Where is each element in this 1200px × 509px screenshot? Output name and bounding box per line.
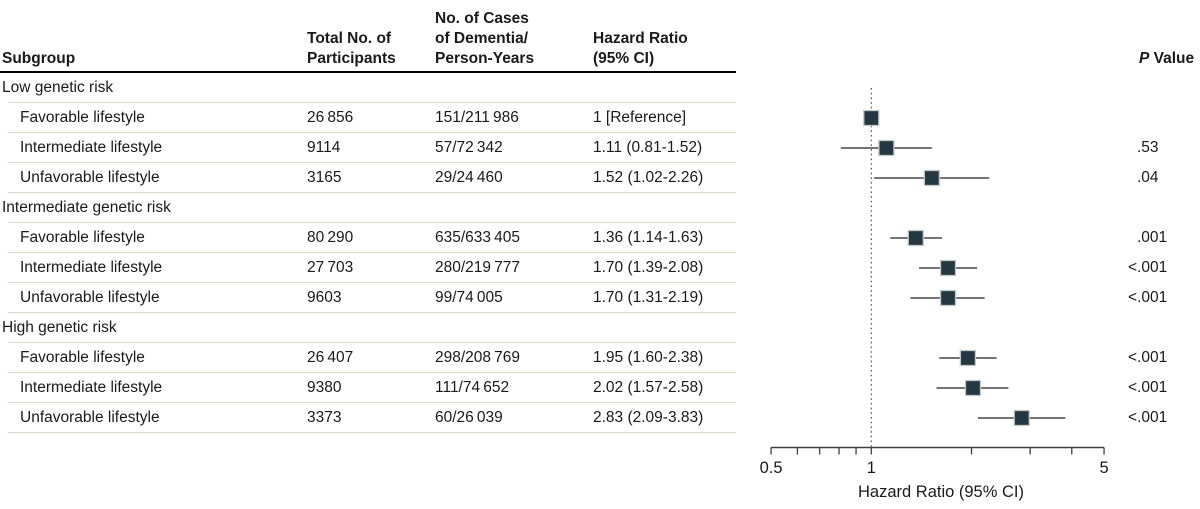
hazard-ratio-value: 1.36 (1.14-1.63) xyxy=(593,229,704,246)
hr-marker xyxy=(878,139,895,157)
participants-value: 9114 xyxy=(307,139,341,156)
p-value: <.001 xyxy=(1128,259,1168,276)
group-row-label: Intermediate genetic risk xyxy=(2,199,171,216)
cases-person-years-value: 60/26 039 xyxy=(435,409,503,426)
hazard-ratio-value: 1.11 (0.81-1.52) xyxy=(593,139,703,156)
participants-value: 9380 xyxy=(307,379,342,396)
p-value-rest: Value xyxy=(1149,50,1195,67)
subgroup-row-label: Favorable lifestyle xyxy=(20,349,145,366)
column-header-participants: Total No. of Participants xyxy=(307,30,396,67)
p-value-italic-p: P xyxy=(1139,50,1150,67)
p-value: .04 xyxy=(1137,169,1159,186)
row-divider xyxy=(8,402,736,403)
row-divider xyxy=(8,132,736,133)
p-value: <.001 xyxy=(1128,349,1168,366)
hr-marker xyxy=(907,229,924,247)
row-divider xyxy=(8,162,736,163)
hr-marker xyxy=(923,169,941,187)
participants-value: 26 856 xyxy=(307,109,354,126)
p-value: <.001 xyxy=(1128,289,1168,306)
hr-marker xyxy=(959,349,977,367)
hazard-ratio-value: 1 [Reference] xyxy=(593,109,687,126)
cases-person-years-value: 111/74 652 xyxy=(435,379,510,396)
x-tick-label: 5 xyxy=(1099,459,1108,477)
column-header-cases: No. of Cases of Dementia/ Person-Years xyxy=(435,10,535,67)
column-header-p-value: P Value xyxy=(1139,49,1194,69)
subgroup-row-label: Intermediate lifestyle xyxy=(20,379,163,396)
group-row-label: High genetic risk xyxy=(2,319,117,336)
subgroup-row-label: Unfavorable lifestyle xyxy=(20,169,160,186)
hr-marker xyxy=(863,109,880,127)
header-rule xyxy=(0,70,736,73)
column-header-hazard-ratio: Hazard Ratio (95% CI) xyxy=(593,30,688,67)
hazard-ratio-value: 1.70 (1.31-2.19) xyxy=(593,289,704,306)
p-value: <.001 xyxy=(1128,409,1168,426)
participants-value: 3373 xyxy=(307,409,342,426)
hazard-ratio-value: 1.70 (1.39-2.08) xyxy=(593,259,704,276)
x-tick-label: 1 xyxy=(867,459,876,477)
cases-person-years-value: 280/219 777 xyxy=(435,259,520,276)
row-divider xyxy=(8,102,736,103)
subgroup-row-label: Intermediate lifestyle xyxy=(20,139,163,156)
p-value: .001 xyxy=(1137,229,1168,246)
x-axis-title: Hazard Ratio (95% CI) xyxy=(858,483,1024,501)
hazard-ratio-value: 1.52 (1.02-2.26) xyxy=(593,169,704,186)
row-divider xyxy=(8,342,736,343)
row-divider xyxy=(8,432,736,433)
cases-person-years-value: 99/74 005 xyxy=(435,289,503,306)
column-header-subgroup: Subgroup xyxy=(2,50,76,67)
group-row-label: Low genetic risk xyxy=(2,79,114,96)
hr-marker xyxy=(964,379,982,397)
subgroup-row-label: Intermediate lifestyle xyxy=(20,259,163,276)
subgroup-row-label: Favorable lifestyle xyxy=(20,109,145,126)
p-value: .53 xyxy=(1137,139,1159,156)
subgroup-row-label: Unfavorable lifestyle xyxy=(20,289,160,306)
cases-person-years-value: 57/72 342 xyxy=(435,139,503,156)
cases-person-years-value: 298/208 769 xyxy=(435,349,520,366)
participants-value: 27 703 xyxy=(307,259,354,276)
participants-value: 9603 xyxy=(307,289,342,306)
x-tick-label: 0.5 xyxy=(760,459,783,477)
hr-marker xyxy=(939,289,957,307)
participants-value: 26 407 xyxy=(307,349,354,366)
hazard-ratio-value: 2.02 (1.57-2.58) xyxy=(593,379,704,396)
cases-person-years-value: 635/633 405 xyxy=(435,229,520,246)
participants-value: 3165 xyxy=(307,169,342,186)
row-divider xyxy=(8,372,736,373)
participants-value: 80 290 xyxy=(307,229,354,246)
hr-marker xyxy=(939,259,957,277)
hazard-ratio-value: 2.83 (2.09-3.83) xyxy=(593,409,704,426)
row-divider xyxy=(8,192,736,193)
row-divider xyxy=(8,282,736,283)
row-divider xyxy=(8,312,736,313)
row-divider xyxy=(8,252,736,253)
hr-marker xyxy=(1013,409,1030,427)
subgroup-row-label: Favorable lifestyle xyxy=(20,229,145,246)
cases-person-years-value: 151/211 986 xyxy=(435,109,519,126)
p-value: <.001 xyxy=(1128,379,1168,396)
cases-person-years-value: 29/24 460 xyxy=(435,169,503,186)
subgroup-row-label: Unfavorable lifestyle xyxy=(20,409,160,426)
hazard-ratio-value: 1.95 (1.60-2.38) xyxy=(593,349,704,366)
row-divider xyxy=(8,222,736,223)
